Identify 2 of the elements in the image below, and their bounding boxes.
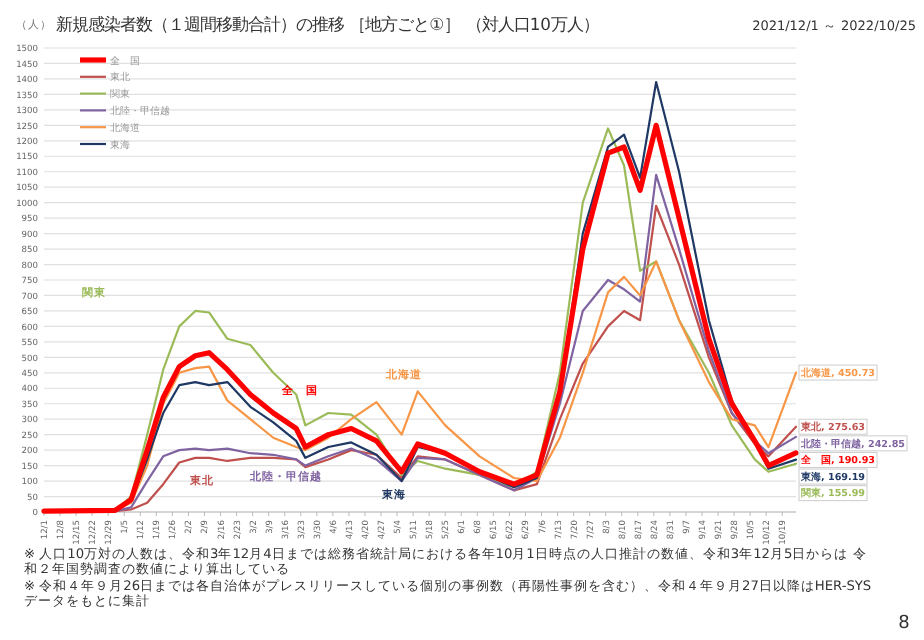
- chart-title: 新規感染者数（１週間移動合計）の推移 ［地方ごと①］ （対人口10万人）: [56, 14, 599, 34]
- text: 8: [898, 614, 911, 634]
